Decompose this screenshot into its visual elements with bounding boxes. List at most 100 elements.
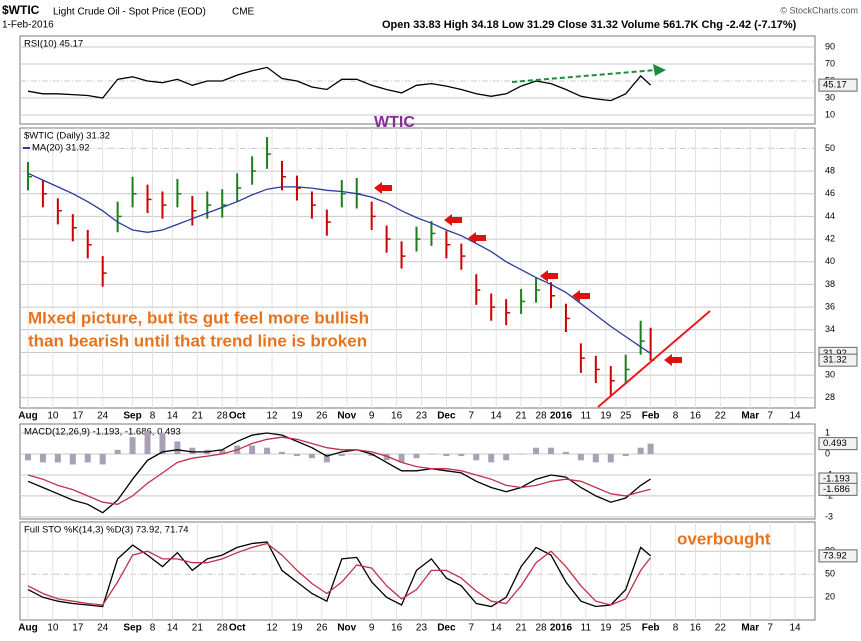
date: 1-Feb-2016 (2, 20, 54, 31)
x-tick-label: Oct (229, 411, 246, 422)
histogram-bar (144, 430, 151, 454)
y-tick-label: 50 (825, 569, 835, 579)
x-tick-label: Nov (337, 623, 356, 634)
value-tag (818, 78, 858, 92)
x-tick-label: 19 (291, 411, 303, 422)
x-tick-label: 28 (217, 623, 229, 634)
y-tick-label: 48 (825, 165, 835, 175)
legend-label: MA(20) 31.92 (32, 143, 90, 154)
x-tick-label: 28 (535, 411, 547, 422)
x-tick-label: 21 (516, 411, 528, 422)
x-tick-label: 22 (715, 411, 727, 422)
x-tick-label: 14 (790, 411, 802, 422)
histogram-bar (368, 453, 375, 457)
histogram-bar (24, 453, 31, 461)
histogram-bar (189, 447, 196, 454)
histogram-bar (458, 453, 465, 457)
histogram-bar (219, 449, 226, 454)
x-tick-label: Nov (337, 411, 356, 422)
x-tick-label: 19 (291, 623, 303, 634)
annotations: WTIC MIxed picture, but its gut feel mor… (28, 64, 771, 548)
arrow (540, 270, 558, 282)
x-tick-label: 21 (516, 623, 528, 634)
x-tick-label: 2016 (550, 411, 573, 422)
comment: MIxed picture, but its gut feel more bul… (28, 308, 369, 327)
histogram-bar (159, 433, 166, 454)
y-tick-label: 46 (825, 188, 835, 198)
indicator-line (27, 542, 652, 606)
y-tick-label: 30 (825, 92, 835, 102)
trend-line (597, 310, 711, 408)
overbought-note: overbought (677, 529, 771, 548)
value-tag (818, 353, 858, 367)
y-tick-label: 34 (825, 324, 835, 334)
red-arrows (374, 182, 682, 366)
panel-title: Full STO %K(14,3) %D(3) 73.92, 71.74 (24, 525, 189, 536)
x-tick-label: 26 (316, 623, 328, 634)
x-tick-label: 28 (217, 411, 229, 422)
y-tick-label: 30 (825, 370, 835, 380)
panel-title: MACD(12,26,9) -1.193, -1.686, 0.493 (24, 427, 181, 438)
arrow-head (653, 64, 666, 76)
value-tag-label: 45.17 (823, 80, 847, 91)
x-tick-label: Dec (437, 623, 456, 634)
x-tick-label: 11 (581, 623, 592, 634)
x-tick-label: Sep (123, 623, 141, 634)
x-tick-label: 10 (47, 623, 59, 634)
quote: Open 33.83 High 34.18 Low 31.29 Close 31… (382, 19, 797, 31)
wtic-label: WTIC (374, 114, 415, 131)
panel-title: $WTIC (Daily) 31.32 (24, 131, 110, 142)
x-tick-label: 16 (391, 623, 403, 634)
x-tick-label: 28 (535, 623, 547, 634)
value-tag-label: 0.493 (823, 438, 847, 449)
value-tag-label: 31.92 (823, 348, 847, 359)
x-tick-label: 19 (600, 411, 612, 422)
histogram-bar (647, 443, 654, 454)
y-tick-label: 70 (825, 58, 835, 68)
histogram-bar (577, 453, 584, 461)
x-tick-label: 7 (469, 411, 475, 422)
x-tick-label: 12 (266, 411, 278, 422)
histogram-bar (473, 453, 480, 461)
histogram-bar (338, 453, 345, 457)
y-tick-label: 0 (825, 448, 830, 458)
x-tick-label: 19 (600, 623, 612, 634)
credit: © StockCharts.com (780, 5, 858, 15)
histogram-bar (622, 453, 629, 457)
y-tick-label: 90 (825, 41, 835, 51)
histogram-bar (398, 453, 405, 463)
histogram-bar (174, 441, 181, 454)
arrow (572, 290, 590, 302)
x-tick-label: 26 (316, 411, 328, 422)
histogram-bar (413, 453, 420, 459)
histogram-bar (99, 453, 106, 465)
arrow (374, 182, 392, 194)
value-tag (818, 482, 858, 496)
histogram-bar (503, 453, 510, 461)
x-tick-label: 21 (192, 623, 204, 634)
histogram-bar (249, 445, 256, 454)
histogram-bar (637, 447, 644, 454)
histogram-bar (533, 447, 540, 454)
x-tick-label: 25 (620, 411, 632, 422)
x-tick-label: 17 (72, 623, 84, 634)
x-tick-label: 7 (469, 623, 475, 634)
histogram-bar (293, 453, 300, 457)
panel-frame (19, 423, 816, 520)
x-tick-label: Feb (642, 411, 660, 422)
x-tick-label: Feb (642, 623, 660, 634)
histogram-bar (54, 453, 61, 463)
x-tick-label: 23 (416, 623, 428, 634)
histogram-bar (353, 453, 360, 455)
y-tick-label: -3 (825, 511, 833, 521)
histogram-bar (114, 449, 121, 454)
x-tick-label: 25 (620, 623, 632, 634)
histogram-bar (279, 451, 286, 454)
histogram-bar (518, 453, 525, 455)
x-tick-label: 2016 (550, 623, 573, 634)
x-tick-label: Sep (123, 411, 141, 422)
indicator-line (27, 436, 651, 505)
comment: than bearish until that trend line is br… (28, 331, 367, 350)
histogram-bar (428, 453, 435, 455)
